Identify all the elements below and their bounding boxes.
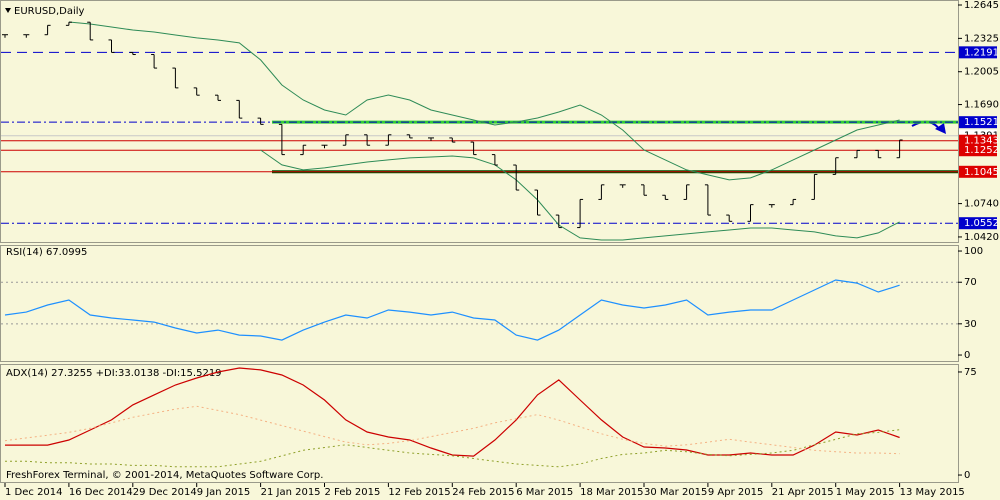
x-tick-label: 18 Mar 2015	[580, 487, 643, 498]
price-bar	[151, 54, 158, 69]
rsi-title: RSI(14) 67.0995	[6, 247, 87, 258]
price-bar	[491, 154, 498, 166]
price-bar	[65, 21, 72, 26]
footer: FreshForex Terminal, © 2001-2014, MetaQu…	[6, 470, 323, 481]
x-tick-label: 13 May 2015	[900, 487, 965, 498]
price-title: EURUSD,Daily	[14, 6, 85, 17]
x-tick-label: 2 Feb 2015	[325, 487, 381, 498]
level-label-box	[959, 46, 997, 59]
price-bar	[364, 134, 371, 146]
price-bar	[470, 141, 477, 156]
price-bar	[321, 144, 328, 149]
price-bar	[513, 164, 520, 191]
price-bar	[257, 117, 264, 125]
adx-panel	[0, 364, 959, 483]
y-tick-label: 75	[964, 367, 977, 378]
price-bar	[129, 51, 136, 56]
x-tick-label: 21 Jan 2015	[261, 487, 321, 498]
x-tick-label: 30 Mar 2015	[644, 487, 707, 498]
y-tick-label: 1.0420	[964, 232, 999, 243]
level-label: 1.0552	[964, 218, 999, 229]
x-tick-label: 1 Dec 2014	[5, 487, 63, 498]
price-bar	[555, 214, 562, 229]
y-tick-label: 1.2005	[964, 67, 999, 78]
x-tick-label: 1 May 2015	[836, 487, 895, 498]
y-tick-label: 1.1690	[964, 100, 999, 111]
price-bar	[300, 144, 307, 156]
level-label: 1.1343	[964, 136, 999, 147]
level-label-box	[959, 165, 997, 178]
price-bar	[108, 39, 115, 53]
price-bar	[449, 137, 456, 143]
price-bar	[598, 184, 605, 200]
price-bar	[385, 134, 392, 146]
price-bar	[2, 34, 8, 38]
price-bar	[44, 24, 51, 36]
y-tick-label: 70	[964, 277, 977, 288]
price-bar	[662, 194, 669, 200]
level-label-box	[959, 116, 997, 129]
price-bar	[854, 149, 860, 159]
y-tick-label: 30	[964, 319, 977, 330]
y-tick-label: 0	[964, 350, 970, 361]
x-tick-label: 29 Dec 2014	[133, 487, 197, 498]
price-bar	[87, 21, 94, 41]
arrow-head	[935, 123, 946, 134]
menu-icon[interactable]	[5, 8, 11, 13]
level-label: 1.1521	[964, 117, 999, 128]
adx-title: ADX(14) 27.3255 +DI:33.0138 -DI:15.5219	[6, 368, 222, 379]
price-bar	[683, 184, 690, 200]
y-tick-label: 1.2645	[964, 0, 999, 11]
series-line	[4, 405, 900, 455]
series-line	[4, 279, 900, 341]
x-tick-label: 9 Apr 2015	[708, 487, 763, 498]
price-bar	[811, 173, 818, 200]
level-label: 1.1045	[964, 167, 999, 178]
x-tick-label: 16 Dec 2014	[69, 487, 133, 498]
price-bar	[875, 149, 882, 159]
rsi-panel	[0, 245, 959, 362]
price-bar	[172, 67, 179, 89]
level-label: 1.1252	[964, 145, 999, 156]
price-bar	[406, 134, 413, 139]
price-bar	[215, 94, 221, 101]
price-bar	[896, 139, 903, 159]
price-bar	[768, 204, 775, 208]
price-bar	[193, 87, 200, 96]
price-bar	[747, 204, 754, 222]
price-bar	[23, 34, 30, 38]
series-line	[5, 429, 900, 468]
price-bar	[726, 214, 733, 222]
price-bar	[832, 157, 839, 175]
price-bar	[790, 198, 797, 206]
price-bar	[236, 99, 243, 119]
price-bar	[342, 134, 349, 146]
y-tick-label: 100	[964, 246, 983, 257]
y-tick-label: 0	[964, 470, 970, 481]
price-bar	[577, 198, 584, 229]
level-label-box	[959, 217, 997, 230]
price-bar	[278, 123, 285, 156]
level-label: 1.2191	[964, 47, 999, 58]
y-tick-label: 1.2325	[964, 33, 999, 44]
y-tick-label: 1.0740	[964, 199, 999, 210]
price-bar	[641, 184, 647, 196]
price-bar	[704, 184, 711, 216]
level-label-box	[959, 134, 997, 147]
series-line	[68, 21, 900, 181]
x-tick-label: 24 Feb 2015	[452, 487, 514, 498]
x-tick-label: 9 Jan 2015	[197, 487, 251, 498]
series-line	[5, 367, 900, 457]
price-bar	[619, 184, 626, 188]
level-label-box	[959, 144, 997, 157]
price-bar	[428, 137, 434, 141]
series-line	[260, 149, 900, 241]
x-tick-label: 6 Mar 2015	[516, 487, 573, 498]
x-tick-label: 21 Apr 2015	[772, 487, 834, 498]
price-bar	[534, 189, 541, 216]
x-tick-label: 12 Feb 2015	[388, 487, 450, 498]
